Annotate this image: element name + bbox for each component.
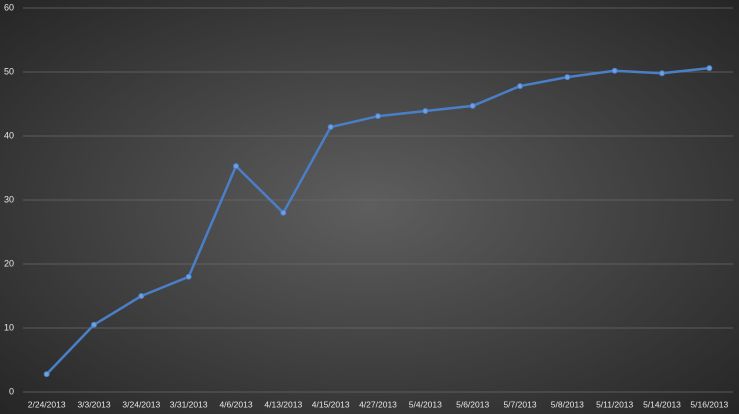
point [43, 371, 50, 378]
x-tick-label: 3/24/2013 [122, 399, 160, 409]
y-tick-label: 60 [4, 2, 14, 12]
point [138, 293, 145, 299]
x-tick-label: 5/11/2013 [596, 399, 633, 409]
x-tick-label: 4/6/2013 [219, 399, 252, 409]
x-tick-label: 3/3/2013 [77, 399, 110, 409]
x-tick-label: 5/6/2013 [456, 399, 489, 409]
point [422, 108, 429, 115]
y-tick-label: 0 [9, 386, 14, 396]
x-tick-label: 4/27/2013 [359, 399, 397, 409]
x-tick-label: 2/24/2013 [28, 399, 66, 409]
point [564, 74, 571, 81]
y-tick-label: 40 [4, 130, 14, 140]
x-tick-label: 5/7/2013 [503, 399, 536, 409]
y-tick-label: 50 [4, 66, 14, 76]
point [469, 102, 476, 109]
y-tick-label: 10 [4, 322, 14, 332]
point [611, 67, 618, 74]
x-tick-label: 5/14/2013 [643, 399, 681, 409]
point [280, 209, 287, 216]
point [233, 163, 239, 170]
point [517, 83, 523, 90]
point [91, 321, 97, 328]
x-tick-label: 5/4/2013 [409, 399, 442, 409]
y-tick-label: 30 [4, 194, 14, 204]
x-tick-label: 3/31/2013 [170, 399, 208, 409]
x-tick-label: 5/8/2013 [551, 399, 584, 409]
point [185, 273, 192, 280]
point [327, 124, 334, 131]
point [706, 65, 713, 72]
x-tick-label: 5/16/2013 [690, 399, 728, 409]
point [659, 70, 665, 77]
y-tick-label: 20 [4, 258, 14, 268]
x-tick-label: 4/13/2013 [264, 399, 302, 409]
x-tick-label: 4/15/2013 [312, 399, 350, 409]
point [375, 113, 381, 120]
